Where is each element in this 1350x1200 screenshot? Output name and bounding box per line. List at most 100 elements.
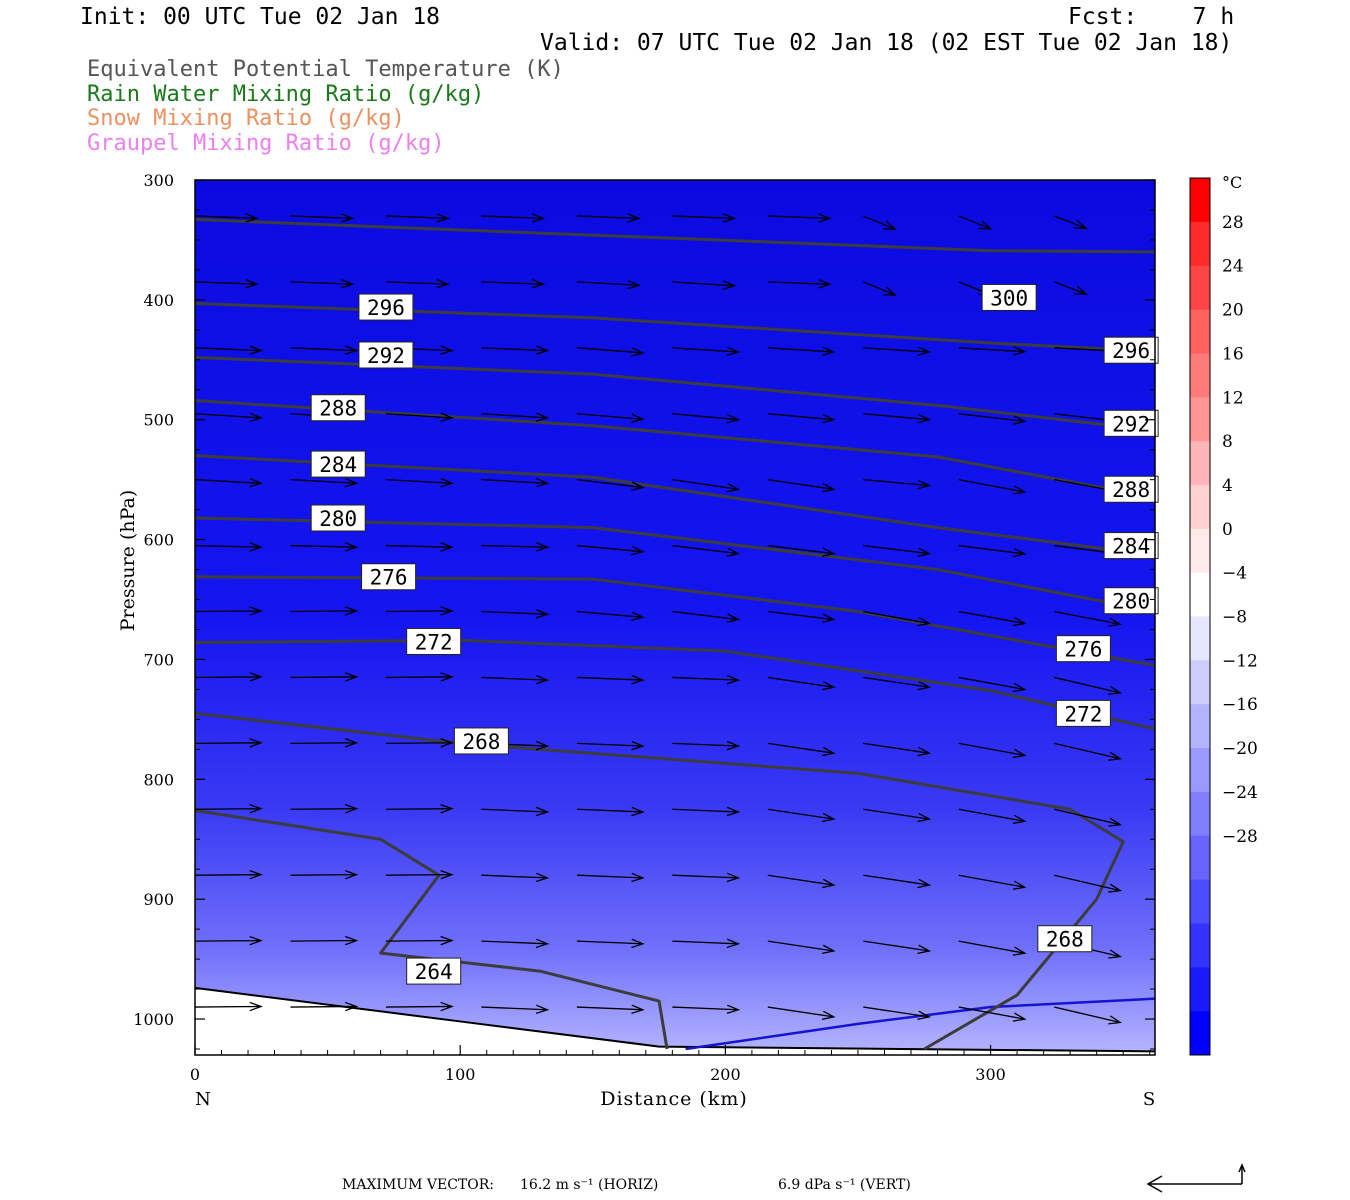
wind-vector bbox=[194, 869, 263, 880]
wind-vector bbox=[863, 346, 932, 357]
y-tick-label: 300 bbox=[143, 171, 174, 190]
wind-vector bbox=[385, 672, 454, 682]
wind-vector bbox=[481, 279, 546, 289]
contour-label-box bbox=[1103, 475, 1159, 503]
colorbar-swatch bbox=[1190, 309, 1210, 354]
colorbar-tick-label: 8 bbox=[1222, 432, 1233, 452]
wind-vector bbox=[863, 281, 898, 296]
colorbar-swatch bbox=[1190, 748, 1210, 793]
colorbar-swatch bbox=[1190, 923, 1210, 968]
wind-vector bbox=[958, 808, 1027, 825]
contour-label-box bbox=[406, 627, 462, 655]
wind-vector bbox=[767, 346, 836, 357]
wind-vector bbox=[958, 1006, 1027, 1022]
wind-vector bbox=[1054, 808, 1123, 827]
wind-vector bbox=[672, 938, 741, 949]
wind-vector bbox=[958, 215, 993, 230]
contour-label: 268 bbox=[1046, 928, 1084, 952]
wind-vector bbox=[863, 1006, 932, 1020]
colorbar-tick-label: −24 bbox=[1222, 783, 1258, 803]
wind-vector bbox=[863, 808, 932, 823]
colorbar-tick-label: 20 bbox=[1222, 301, 1244, 321]
colorbar-tick-label: −8 bbox=[1222, 608, 1247, 628]
theta-e-contour bbox=[194, 808, 669, 1050]
wind-vector bbox=[767, 1006, 836, 1020]
max-vector-horiz: 16.2 m s⁻¹ (HORIZ) bbox=[520, 1177, 659, 1193]
wind-vector bbox=[863, 215, 898, 230]
wind-vector bbox=[863, 742, 932, 757]
reference-vector-icon bbox=[1146, 1163, 1246, 1193]
wind-vector bbox=[290, 345, 359, 355]
field-label-rain: Rain Water Mixing Ratio (g/kg) bbox=[87, 82, 485, 107]
wind-vector bbox=[767, 874, 836, 889]
y-tick-label: 1000 bbox=[133, 1010, 174, 1029]
wind-vector bbox=[958, 874, 1027, 890]
wind-vector bbox=[290, 542, 359, 552]
colorbar-swatch bbox=[1190, 660, 1210, 705]
colorbar-tick-label: 4 bbox=[1222, 476, 1233, 496]
contour-label: 276 bbox=[1064, 638, 1102, 662]
valid-time: Valid: 07 UTC Tue 02 Jan 18 (02 EST Tue … bbox=[540, 30, 1233, 56]
colorbar-swatch bbox=[1190, 397, 1210, 442]
contour-label: 268 bbox=[462, 730, 500, 754]
wind-vector bbox=[863, 544, 932, 557]
colorbar-swatch bbox=[1190, 265, 1210, 311]
theta-e-contour bbox=[194, 454, 1156, 557]
contour-label-box bbox=[1103, 409, 1159, 437]
wind-vector bbox=[672, 280, 737, 290]
theta-e-contour bbox=[194, 399, 1156, 500]
wind-vector bbox=[863, 940, 932, 955]
wind-vector bbox=[576, 872, 645, 883]
wind-vector bbox=[576, 1004, 645, 1015]
contour-label: 296 bbox=[1112, 339, 1150, 363]
contour-label-box bbox=[1055, 635, 1111, 663]
contour-label-box bbox=[310, 504, 366, 532]
wind-vector bbox=[481, 806, 550, 817]
wind-vector bbox=[194, 345, 263, 355]
y-tick-label: 400 bbox=[143, 291, 174, 310]
wind-vector bbox=[672, 413, 741, 424]
wind-vector bbox=[194, 804, 263, 814]
wind-vector bbox=[576, 213, 641, 223]
colorbar-unit: °C bbox=[1222, 173, 1242, 192]
wind-vector bbox=[767, 610, 836, 623]
contour-label-box bbox=[981, 283, 1037, 311]
cross-section-chart: 3002962962922922882882842842802802762762… bbox=[117, 171, 1258, 1110]
colorbar-tick-label: 24 bbox=[1222, 257, 1244, 277]
y-tick-label: 600 bbox=[143, 531, 174, 550]
terrain-line bbox=[194, 986, 1156, 1053]
contour-label-box bbox=[406, 957, 462, 985]
contour-label-box bbox=[310, 394, 366, 422]
wind-vector bbox=[863, 874, 932, 889]
wind-vector bbox=[576, 806, 645, 817]
wind-vector bbox=[481, 477, 550, 488]
colorbar-tick-label: −4 bbox=[1222, 564, 1247, 584]
contour-label-box bbox=[1103, 532, 1159, 560]
contour-label: 280 bbox=[319, 507, 357, 531]
wind-vector bbox=[481, 213, 546, 223]
wind-vector bbox=[958, 544, 1027, 558]
wind-vector bbox=[1053, 215, 1089, 229]
wind-vector bbox=[385, 804, 454, 814]
wind-vector bbox=[194, 412, 263, 422]
wind-vector bbox=[385, 477, 454, 488]
wind-vector bbox=[767, 213, 832, 223]
wind-vector bbox=[576, 479, 645, 491]
wind-vector bbox=[767, 940, 836, 955]
wind-vector bbox=[863, 610, 932, 627]
colorbar-frame bbox=[1189, 177, 1211, 1056]
wind-vector bbox=[958, 742, 1027, 759]
contour-label: 272 bbox=[1064, 702, 1102, 726]
field-label-graupel: Graupel Mixing Ratio (g/kg) bbox=[87, 131, 445, 156]
wind-vector bbox=[194, 213, 259, 223]
wind-vector bbox=[767, 742, 836, 757]
wind-vector bbox=[576, 740, 645, 751]
wind-vector bbox=[958, 610, 1027, 627]
wind-vector bbox=[385, 279, 450, 289]
wind-vector bbox=[1054, 874, 1123, 893]
wind-vector bbox=[672, 1004, 741, 1015]
contour-label-box bbox=[1037, 925, 1093, 953]
wind-vector bbox=[194, 738, 263, 748]
theta-e-contour bbox=[194, 638, 1156, 731]
contour-label-box bbox=[358, 293, 414, 321]
